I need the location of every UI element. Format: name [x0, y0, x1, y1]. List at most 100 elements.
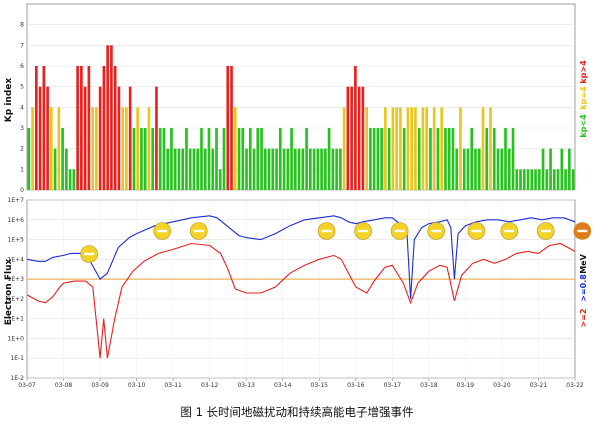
kp-bar: [447, 128, 451, 190]
kp-bar: [162, 128, 166, 190]
kp-bar: [496, 148, 500, 190]
kp-ytick-label: 5: [20, 84, 24, 91]
x-tick-label: 03-19: [457, 382, 475, 389]
kp-bar: [346, 86, 350, 190]
kp-bar: [350, 86, 353, 190]
kp-ytick-label: 0: [20, 187, 24, 194]
kp-grid: [27, 24, 575, 191]
kp-bar: [132, 128, 136, 190]
flux-ytick-label: 1E+1: [8, 316, 25, 323]
kp-bar: [534, 169, 537, 190]
kp-bar: [38, 86, 42, 190]
event-marker-bar: [431, 229, 442, 233]
kp-bar: [410, 107, 414, 190]
kp-bar: [218, 169, 222, 190]
kp-bar: [564, 169, 567, 190]
kp-bar: [354, 66, 357, 190]
kp-bar: [406, 107, 410, 190]
event-marker-bar: [394, 229, 405, 233]
x-tick-label: 03-17: [384, 382, 402, 389]
kp-bar: [136, 107, 140, 190]
kp-bar: [440, 107, 444, 190]
kp-bar: [365, 107, 368, 190]
kp-bar: [106, 45, 109, 191]
kp-bar: [203, 148, 207, 190]
kp-bar: [128, 86, 132, 190]
kp-ytick-label: 8: [20, 22, 24, 29]
kp-bar: [556, 169, 560, 190]
kp-bar: [230, 66, 233, 190]
flux-lines: [26, 215, 576, 359]
kp-bar: [125, 107, 128, 190]
kp-bar: [324, 148, 327, 190]
x-tick-label: 03-20: [493, 382, 511, 389]
kp-bar: [143, 128, 147, 190]
event-markers: [80, 222, 592, 263]
kp-bar: [256, 128, 260, 190]
kp-bar: [185, 128, 188, 190]
event-marker-bar: [504, 229, 515, 233]
kp-bar: [477, 148, 481, 190]
kp-bar: [451, 128, 455, 190]
kp-bar: [462, 148, 466, 190]
kp-bar: [342, 107, 346, 190]
kp-bar: [275, 148, 278, 190]
kp-bar: [327, 128, 331, 190]
x-tick-label: 03-22: [566, 382, 584, 389]
kp-bar: [267, 148, 271, 190]
kp-bar: [27, 128, 31, 190]
kp-bar: [444, 128, 447, 190]
flux-ylabel: Electron Flux: [4, 259, 14, 326]
kp-panel-frame: [26, 3, 576, 191]
flux-ytick-label: 1E-2: [10, 375, 24, 382]
kp-bar: [177, 148, 181, 190]
kp-legend-label: kp<4: [579, 114, 588, 138]
kp-bar: [278, 128, 282, 190]
kp-bar: [50, 107, 53, 190]
kp-bar: [331, 148, 335, 190]
kp-bar: [387, 128, 391, 190]
kp-bar: [46, 86, 49, 190]
kp-bar: [181, 148, 185, 190]
kp-bar: [481, 107, 485, 190]
kp-bar: [309, 148, 312, 190]
x-tick-label: 03-21: [530, 382, 548, 389]
kp-legend-label: kp>4: [579, 60, 588, 84]
event-marker-bar: [358, 229, 369, 233]
kp-bar: [421, 107, 425, 190]
kp-bar: [549, 148, 552, 190]
kp-bar: [42, 66, 46, 190]
kp-bar: [537, 169, 541, 190]
kp-bar: [117, 86, 121, 190]
flux-legend-label: >=0.8: [579, 274, 588, 302]
kp-bar: [530, 169, 534, 190]
kp-bar: [339, 148, 342, 190]
kp-bar: [286, 148, 290, 190]
kp-bar: [312, 148, 316, 190]
kp-bar: [140, 128, 143, 190]
kp-bar: [113, 66, 117, 190]
kp-bar: [526, 169, 530, 190]
kp-bar: [211, 148, 215, 190]
kp-bar: [391, 107, 395, 190]
kp-bar: [474, 148, 477, 190]
kp-bar: [263, 148, 267, 190]
x-tick-label: 03-07: [18, 382, 36, 389]
kp-bar: [215, 128, 218, 190]
flux-series-line: [26, 215, 576, 299]
flux-y-ticks: 1E+7 1E+6 1E+5 1E+4 1E+3 1E+2 1E+1 1E+0 1E-1 1E-2: [8, 197, 25, 382]
kp-bar: [173, 148, 177, 190]
kp-bar: [316, 148, 320, 190]
kp-bar: [455, 148, 459, 190]
kp-bar: [380, 128, 383, 190]
kp-bar: [571, 169, 575, 190]
kp-bar: [399, 107, 402, 190]
x-tick-label: 03-14: [274, 382, 292, 389]
kp-ytick-label: 7: [20, 42, 24, 49]
kp-ytick-label: 2: [20, 146, 24, 153]
kp-bar: [507, 148, 511, 190]
kp-bar: [485, 128, 489, 190]
kp-bars: [27, 45, 575, 191]
